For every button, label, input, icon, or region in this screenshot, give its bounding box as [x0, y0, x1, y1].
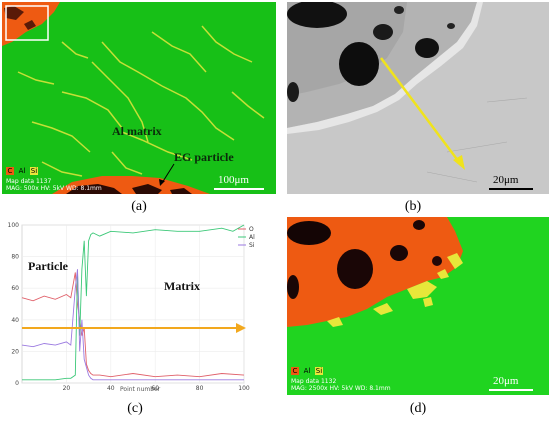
- series-line-si: [21, 269, 244, 381]
- eds-map-500x: Al matrix EG particle C Al Si Map data 1…: [2, 2, 276, 194]
- eds-map-d-image: [287, 217, 549, 395]
- label-particle: Particle: [28, 259, 68, 273]
- scale-label-d: 20μm: [493, 375, 519, 387]
- legend-label-al: Al: [249, 234, 255, 241]
- y-tick-label: 40: [11, 317, 19, 324]
- line-scan-chart: 0 20 40 60 80 100 20 40 60 80 100 O Al Si Particle …: [2, 217, 266, 395]
- map-meta-line1: Map data 1132: [291, 378, 337, 385]
- label-al-matrix: Al matrix: [112, 124, 162, 138]
- map-meta-line1: Map data 1137: [6, 178, 52, 185]
- y-tick-label: 20: [11, 348, 19, 355]
- x-tick-labels: 20 40 60 80 100: [63, 385, 250, 392]
- map-meta-line2: MAG: 2500x HV: 5kV WD: 8.1mm: [291, 385, 391, 392]
- y-tick-labels: 0 20 40 60 80 100: [8, 222, 20, 387]
- caption-c: (c): [127, 401, 143, 416]
- x-tick-label: 60: [151, 385, 159, 392]
- chip-c: C: [291, 367, 299, 375]
- plot-area: [21, 224, 245, 384]
- y-tick-label: 0: [15, 380, 19, 387]
- legend-label-o: O: [249, 226, 254, 233]
- label-eg-particle: EG particle: [174, 150, 234, 164]
- chip-al: Al: [303, 367, 311, 375]
- scale-label-b: 20μm: [493, 174, 519, 186]
- map-meta-line2: MAG: 500x HV: 5kV WD: 8.1mm: [6, 185, 102, 192]
- eds-map-2500x: C Al Si Map data 1132 MAG: 2500x HV: 5kV…: [287, 217, 549, 395]
- series-line-o: [21, 272, 245, 378]
- x-tick-label: 40: [107, 385, 115, 392]
- scan-direction-arrowhead: [236, 323, 246, 333]
- chart-grid: [22, 224, 245, 384]
- y-tick-label: 100: [8, 222, 20, 229]
- caption-b: (b): [404, 199, 422, 214]
- y-tick-label: 60: [11, 285, 19, 292]
- x-tick-label: 20: [63, 385, 71, 392]
- scale-label-a: 100μm: [218, 174, 249, 186]
- label-matrix: Matrix: [164, 279, 200, 293]
- x-tick-label: 100: [238, 385, 250, 392]
- chart-series: [21, 224, 245, 381]
- caption-d: (d): [409, 401, 427, 416]
- sem-image-line-scan: 20μm: [287, 2, 549, 194]
- sem-image-b: [287, 2, 549, 194]
- y-tick-label: 80: [11, 254, 19, 261]
- chip-al: Al: [18, 167, 26, 175]
- legend-label-si: Si: [249, 242, 255, 249]
- caption-a: (a): [131, 199, 147, 214]
- x-tick-label: 80: [196, 385, 204, 392]
- eds-map-a-image: [2, 2, 276, 194]
- series-line-al: [22, 224, 245, 381]
- x-axis-label: Point number: [120, 386, 161, 393]
- chip-si: Si: [30, 167, 38, 175]
- chip-c: C: [6, 167, 14, 175]
- chip-si: Si: [315, 367, 323, 375]
